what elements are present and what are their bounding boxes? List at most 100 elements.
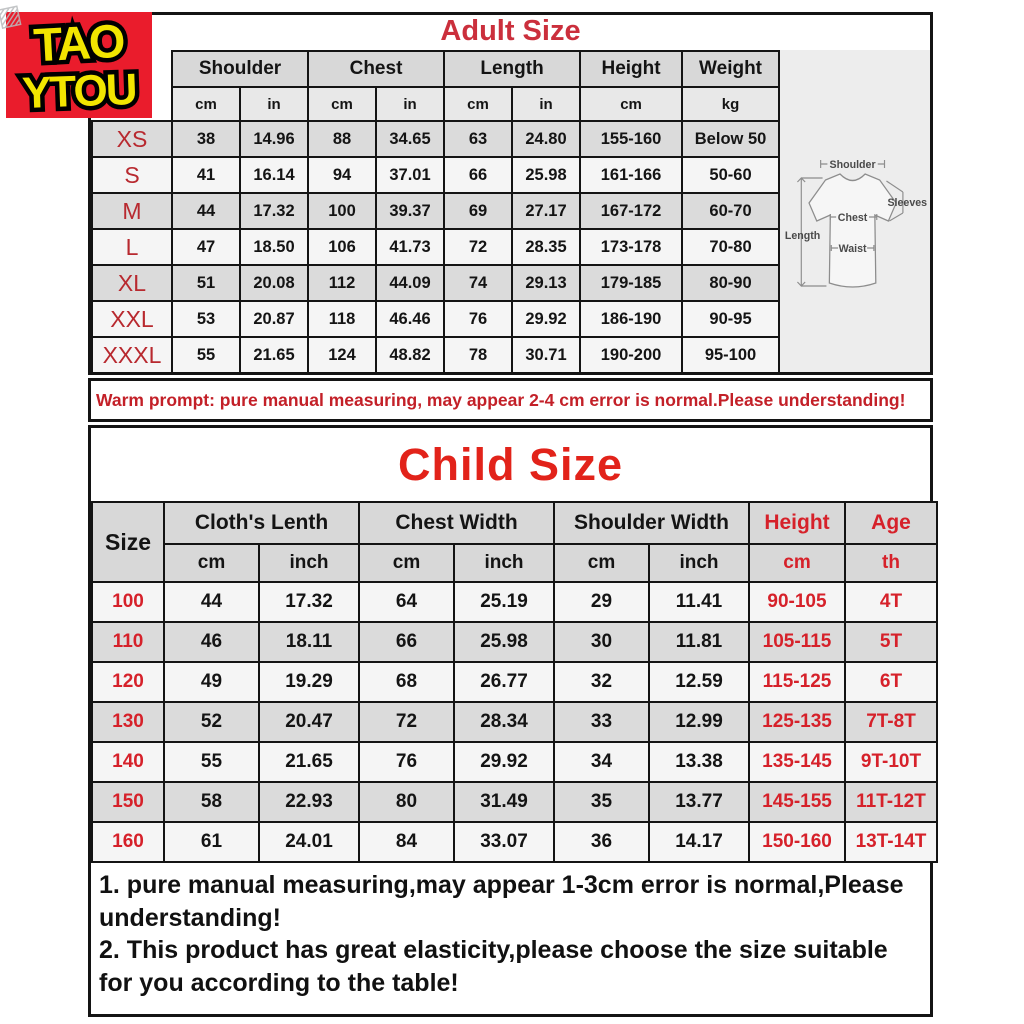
table-cell: 37.01	[374, 156, 446, 194]
table-cell: 161-166	[579, 156, 684, 194]
column-header: Cloth's Lenth	[163, 501, 360, 545]
table-cell: 38	[171, 120, 241, 158]
table-cell: 22.93	[258, 781, 360, 823]
table-cell: 21.65	[258, 741, 360, 783]
unit-header: cm	[171, 86, 241, 122]
table-cell: 90-95	[681, 300, 781, 338]
table-cell: 18.50	[239, 228, 309, 266]
table-cell: 30.71	[511, 336, 582, 374]
table-cell: 27.17	[511, 192, 582, 230]
table-cell: 29.13	[511, 264, 582, 302]
column-header: Chest	[306, 50, 446, 88]
table-cell: 34.65	[374, 120, 446, 158]
table-row: XS 38 14.96 88 34.65 63 24.80 155-160 Be…	[91, 120, 781, 158]
size-label: S	[91, 156, 173, 194]
table-cell: 39.37	[374, 192, 446, 230]
table-cell: 72	[358, 701, 455, 743]
table-cell: 13.38	[648, 741, 750, 783]
size-label: 130	[91, 701, 165, 743]
tshirt-outline	[808, 173, 897, 288]
table-cell: 95-100	[681, 336, 781, 374]
table-cell: 12.59	[648, 661, 750, 703]
table-cell: 80-90	[681, 264, 781, 302]
logo-text-line1: TAO	[32, 14, 125, 72]
table-cell: 90-105	[748, 581, 846, 623]
column-header: Weight	[681, 50, 781, 88]
adult-size-body: Shoulder Chest Length Height Weight cm i…	[91, 50, 930, 374]
table-cell: 26.77	[453, 661, 555, 703]
table-cell: 52	[163, 701, 260, 743]
table-cell: 51	[171, 264, 241, 302]
table-cell: 21.65	[239, 336, 309, 374]
table-cell: 7T-8T	[844, 701, 938, 743]
table-row: 120 49 19.29 68 26.77 32 12.59 115-125 6…	[91, 661, 938, 703]
brand-logo: TAO YTOU	[6, 9, 152, 122]
table-cell: 145-155	[748, 781, 846, 823]
table-cell: 100	[307, 192, 377, 230]
size-label: XS	[91, 120, 173, 158]
child-size-table: Size Cloth's Lenth Chest Width Shoulder …	[91, 501, 938, 863]
column-header: Shoulder	[171, 50, 309, 88]
table-cell: 68	[358, 661, 455, 703]
table-cell: 46	[163, 621, 260, 663]
corner-watermark-icon: ▨	[0, 0, 25, 33]
unit-header: cm	[443, 86, 514, 122]
size-label: 120	[91, 661, 165, 703]
unit-header: cm	[358, 543, 455, 583]
adult-size-table: Shoulder Chest Length Height Weight cm i…	[91, 50, 781, 374]
table-cell: 13T-14T	[844, 821, 938, 863]
child-size-title: Child Size	[397, 438, 624, 490]
table-cell: 47	[171, 228, 241, 266]
size-label: 100	[91, 581, 165, 623]
table-cell: 72	[443, 228, 514, 266]
table-cell: 155-160	[579, 120, 684, 158]
column-header: Height	[748, 501, 846, 545]
table-cell: 80	[358, 781, 455, 823]
size-label: 150	[91, 781, 165, 823]
table-cell: 115-125	[748, 661, 846, 703]
table-cell: 14.17	[648, 821, 750, 863]
warm-prompt-text: Warm prompt: pure manual measuring, may …	[96, 389, 906, 410]
table-row: S 41 16.14 94 37.01 66 25.98 161-166 50-…	[91, 156, 781, 194]
table-cell: 4T	[844, 581, 938, 623]
table-cell: 173-178	[579, 228, 684, 266]
table-cell: 25.98	[511, 156, 582, 194]
table-cell: 46.46	[374, 300, 446, 338]
child-header-row: Size Cloth's Lenth Chest Width Shoulder …	[91, 501, 938, 583]
table-cell: 34	[553, 741, 650, 783]
table-row: M 44 17.32 100 39.37 69 27.17 167-172 60…	[91, 192, 781, 230]
table-cell: 78	[443, 336, 514, 374]
table-cell: 24.01	[258, 821, 360, 863]
table-cell: 20.08	[239, 264, 309, 302]
adult-size-section: Adult Size Shoulder Chest Length Height …	[88, 12, 933, 375]
diagram-label-length: Length	[785, 230, 820, 242]
table-cell: 33	[553, 701, 650, 743]
table-cell: Below 50	[681, 120, 781, 158]
table-cell: 135-145	[748, 741, 846, 783]
diagram-label-waist: Waist	[839, 243, 867, 255]
table-row: 150 58 22.93 80 31.49 35 13.77 145-155 1…	[91, 781, 938, 823]
unit-header: cm	[748, 543, 846, 583]
table-cell: 105-115	[748, 621, 846, 663]
child-size-section: Child Size Size Cloth's Lenth Chest Widt…	[88, 425, 938, 1017]
table-cell: 29.92	[511, 300, 582, 338]
table-cell: 33.07	[453, 821, 555, 863]
table-cell: 64	[358, 581, 455, 623]
table-cell: 84	[358, 821, 455, 863]
column-header: Length	[443, 50, 582, 88]
table-cell: 13.77	[648, 781, 750, 823]
table-cell: 20.47	[258, 701, 360, 743]
unit-header: cm	[163, 543, 260, 583]
table-cell: 11T-12T	[844, 781, 938, 823]
table-cell: 29	[553, 581, 650, 623]
table-cell: 69	[443, 192, 514, 230]
size-label: XL	[91, 264, 173, 302]
table-cell: 179-185	[579, 264, 684, 302]
table-cell: 12.99	[648, 701, 750, 743]
table-cell: 49	[163, 661, 260, 703]
table-cell: 55	[171, 336, 241, 374]
table-cell: 44	[171, 192, 241, 230]
table-cell: 30	[553, 621, 650, 663]
brand-logo-art: TAO YTOU	[17, 9, 141, 122]
